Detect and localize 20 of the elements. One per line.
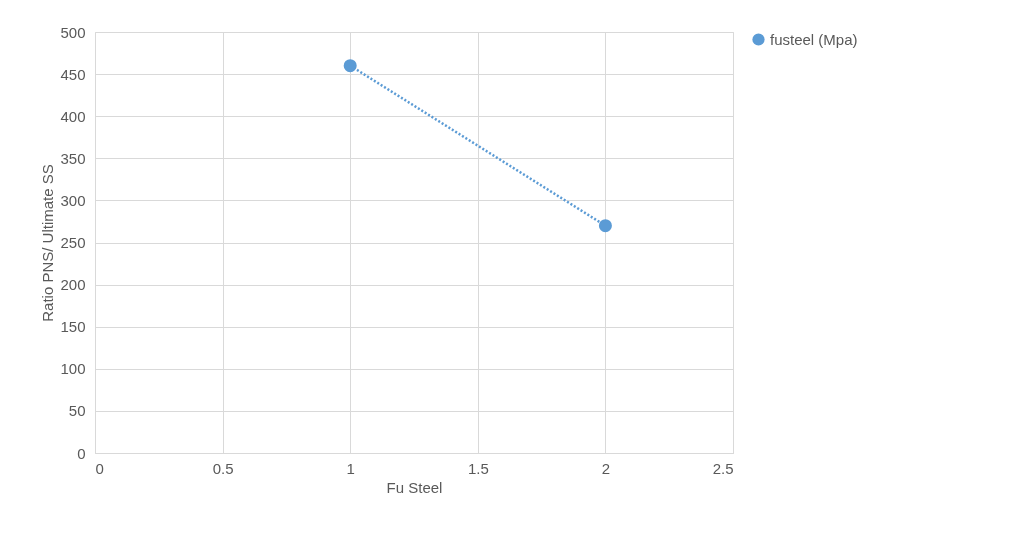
y-tick-label: 500 bbox=[60, 23, 86, 41]
y-tick-label: 100 bbox=[60, 360, 86, 378]
y-tick-label: 50 bbox=[68, 402, 86, 420]
y-tick-label: 450 bbox=[60, 65, 86, 83]
y-axis-title: Ratio PNS/ Ultimate SS bbox=[39, 164, 57, 322]
x-tick-label: 2.5 bbox=[712, 459, 734, 477]
legend-label: fusteel (Mpa) bbox=[770, 30, 858, 48]
y-tick-label: 400 bbox=[60, 107, 86, 125]
y-tick-label: 150 bbox=[60, 318, 86, 336]
y-tick-label: 350 bbox=[60, 149, 86, 167]
x-tick-label: 0.5 bbox=[212, 459, 234, 477]
x-tick-label: 2 bbox=[601, 459, 611, 477]
x-axis-title: Fu Steel bbox=[386, 478, 443, 496]
y-tick-label: 200 bbox=[60, 276, 86, 294]
y-tick-label: 300 bbox=[60, 191, 86, 209]
y-tick-label: 250 bbox=[60, 234, 86, 251]
y-tick-label: 0 bbox=[77, 444, 86, 462]
x-tick-label: 0 bbox=[95, 459, 104, 477]
x-tick-label: 1.5 bbox=[467, 459, 489, 477]
x-tick-label: 1 bbox=[346, 459, 355, 477]
